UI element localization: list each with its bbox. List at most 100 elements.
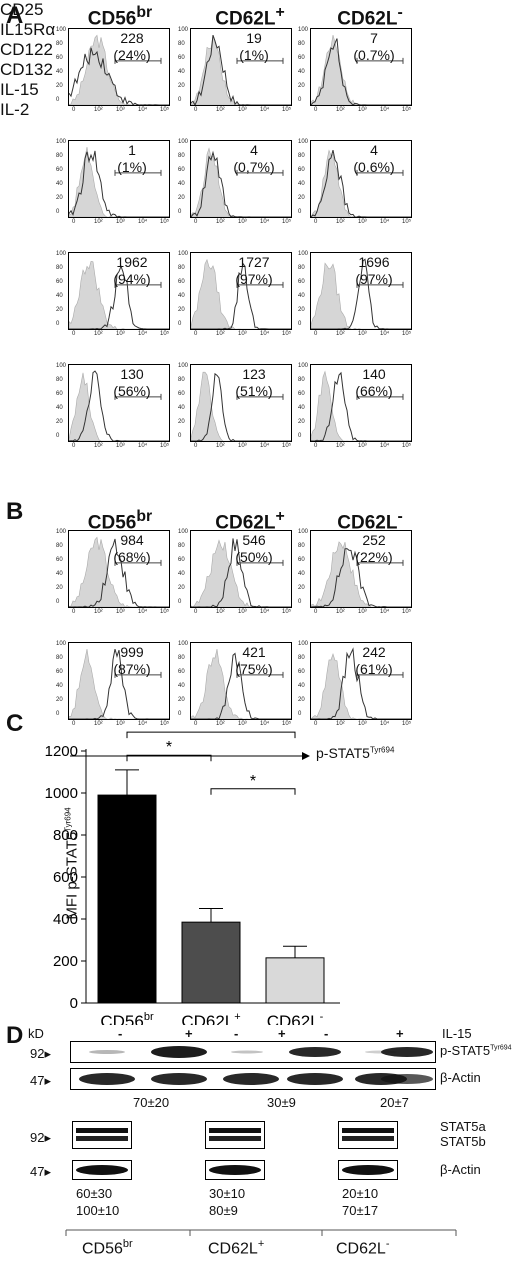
panel-a-xtick-0-2-1: 10² bbox=[336, 107, 345, 113]
actin-band bbox=[76, 1165, 128, 1175]
panel-a-mfi-0-2: 7 (0.7%) bbox=[344, 30, 404, 64]
ratio-top-2: 20±7 bbox=[380, 1095, 409, 1110]
isotype-histogram bbox=[69, 34, 169, 105]
panel-b-xtick-0-1-3: 10⁴ bbox=[260, 609, 270, 615]
panel-a-ytick-2-0-1: 80 bbox=[56, 265, 63, 271]
panel-a-row-label-0: CD25 bbox=[0, 0, 44, 19]
actin-band bbox=[342, 1165, 394, 1175]
panel-a-mfi-3-1: 123 (51%) bbox=[224, 366, 284, 400]
percent-positive: (61%) bbox=[355, 661, 393, 677]
panel-a-xtick-0-0-3: 10⁴ bbox=[138, 107, 148, 113]
stat5b-band bbox=[76, 1136, 128, 1141]
panel-b-xtick-1-0-1: 10² bbox=[94, 721, 103, 727]
stain-histogram bbox=[191, 34, 291, 105]
group-label-main: CD62L bbox=[336, 1240, 386, 1258]
mfi-value: 1727 bbox=[238, 254, 270, 270]
panel-a-xtick-3-0-3: 10⁴ bbox=[138, 443, 148, 449]
pstat5-strip bbox=[70, 1041, 436, 1063]
panel-a-ytick-1-1-3: 40 bbox=[178, 181, 185, 187]
panel-b-ytick-1-2-3: 40 bbox=[298, 683, 305, 689]
panel-a-xtick-1-1-1: 10² bbox=[216, 219, 225, 225]
isotype-histogram bbox=[311, 653, 411, 719]
stain-histogram bbox=[311, 647, 411, 719]
stain-histogram bbox=[311, 38, 411, 105]
mfi-value: 7 bbox=[370, 30, 378, 46]
panel-a-ytick-3-0-0: 100 bbox=[56, 363, 67, 369]
panel-a-xtick-2-2-0: 0 bbox=[314, 331, 318, 337]
group-label-0: CD56br bbox=[82, 1238, 133, 1258]
histogram-svg bbox=[311, 541, 411, 607]
panel-a-ytick-1-2-4: 20 bbox=[298, 195, 305, 201]
panel-a-xtick-3-0-2: 10³ bbox=[116, 443, 125, 449]
panel-a-ytick-1-1-0: 100 bbox=[178, 139, 189, 145]
panel-a-histogram-3-0 bbox=[68, 364, 170, 442]
band bbox=[231, 1050, 263, 1054]
panel-a-ytick-1-2-0: 100 bbox=[298, 139, 309, 145]
panel-a-histogram-3-2 bbox=[310, 364, 412, 442]
panel-a-xtick-0-1-1: 10² bbox=[216, 107, 225, 113]
stain-histogram bbox=[311, 149, 411, 217]
band bbox=[289, 1047, 341, 1057]
panel-a-ytick-1-0-1: 80 bbox=[56, 153, 63, 159]
actin-box-1 bbox=[205, 1160, 265, 1180]
panel-a-xtick-0-0-0: 0 bbox=[72, 107, 76, 113]
panel-a-xtick-3-1-3: 10⁴ bbox=[260, 443, 270, 449]
ratio-top-1: 30±9 bbox=[267, 1095, 296, 1110]
panel-b-ytick-0-0-2: 60 bbox=[56, 557, 63, 563]
y-tick-label: 800 bbox=[53, 827, 78, 844]
mw-arrow-icon: ▸ bbox=[44, 1073, 51, 1088]
panel-b-ytick-0-2-1: 80 bbox=[298, 543, 305, 549]
panel-a-xtick-3-2-2: 10³ bbox=[358, 443, 367, 449]
treatment-sign-3: + bbox=[278, 1026, 286, 1041]
percent-positive: (56%) bbox=[113, 383, 151, 399]
mw-marker-47-top: 47▸ bbox=[30, 1073, 51, 1089]
percent-positive: (97%) bbox=[355, 271, 393, 287]
panel-a-row-label-1: IL15Rα bbox=[0, 20, 56, 39]
panel-b-xtick-0-2-1: 10² bbox=[336, 609, 345, 615]
panel-a-xtick-0-2-0: 0 bbox=[314, 107, 318, 113]
percent-positive: (0.7%) bbox=[353, 47, 395, 63]
group-label-2: CD62L- bbox=[336, 1238, 389, 1258]
panel-b-xtick-1-0-3: 10⁴ bbox=[138, 721, 148, 727]
actin-box-2 bbox=[338, 1160, 398, 1180]
panel-a-ytick-3-0-5: 0 bbox=[56, 433, 60, 439]
stain-histogram bbox=[69, 150, 169, 217]
histogram-svg bbox=[191, 147, 291, 217]
panel-b-xtick-1-2-1: 10² bbox=[336, 721, 345, 727]
panel-a-xtick-1-0-0: 0 bbox=[72, 219, 76, 225]
panel-b-ytick-1-0-2: 60 bbox=[56, 669, 63, 675]
panel-a-xtick-2-1-2: 10³ bbox=[238, 331, 247, 337]
panel-a-xtick-3-2-4: 10⁵ bbox=[402, 443, 412, 449]
ratio-bottom-b-0: 100±10 bbox=[76, 1203, 120, 1218]
panel-b-ytick-1-1-1: 80 bbox=[178, 655, 185, 661]
ratio-bottom-a-0: 60±30 bbox=[76, 1186, 113, 1201]
mw-marker-92-top: 92▸ bbox=[30, 1046, 51, 1062]
panel-a-ytick-0-2-2: 60 bbox=[298, 55, 305, 61]
panel-a-ytick-2-0-4: 20 bbox=[56, 307, 63, 313]
il15-label: IL-15 bbox=[442, 1026, 472, 1041]
flow-histogram-grid: CD25 100 80 60 40 20 0 0 10² 10³ 10⁴ 10⁵ 228 (24%) 100… bbox=[0, 0, 520, 727]
panel-a-xtick-2-1-1: 10² bbox=[216, 331, 225, 337]
mfi-value: 4 bbox=[250, 142, 258, 158]
panel-a-xtick-2-1-4: 10⁵ bbox=[282, 331, 292, 337]
panel-a-xtick-2-2-1: 10² bbox=[336, 331, 345, 337]
pstat5-axis-label: p-STAT5Tyr694 bbox=[316, 745, 395, 761]
panel-a-ytick-3-2-5: 0 bbox=[298, 433, 302, 439]
panel-b-ytick-0-0-5: 0 bbox=[56, 599, 60, 605]
panel-a-xtick-0-2-2: 10³ bbox=[358, 107, 367, 113]
bar-CD62L- bbox=[265, 957, 325, 1004]
panel-a-ytick-1-1-4: 20 bbox=[178, 195, 185, 201]
mw-value: 47 bbox=[30, 1073, 45, 1088]
panel-b-mfi-0-2: 252 (22%) bbox=[344, 532, 404, 566]
band bbox=[287, 1073, 343, 1085]
panel-b-ytick-0-2-5: 0 bbox=[298, 599, 302, 605]
stain-histogram bbox=[69, 538, 169, 607]
panel-b-mfi-0-0: 984 (68%) bbox=[102, 532, 162, 566]
isotype-histogram bbox=[191, 539, 291, 607]
x-category-label: CD62L- bbox=[267, 1011, 324, 1025]
panel-b-ytick-0-1-1: 80 bbox=[178, 543, 185, 549]
mfi-value: 546 bbox=[242, 532, 266, 548]
significance-bracket bbox=[210, 788, 296, 795]
isotype-histogram bbox=[69, 260, 169, 329]
histogram-svg bbox=[311, 149, 411, 217]
